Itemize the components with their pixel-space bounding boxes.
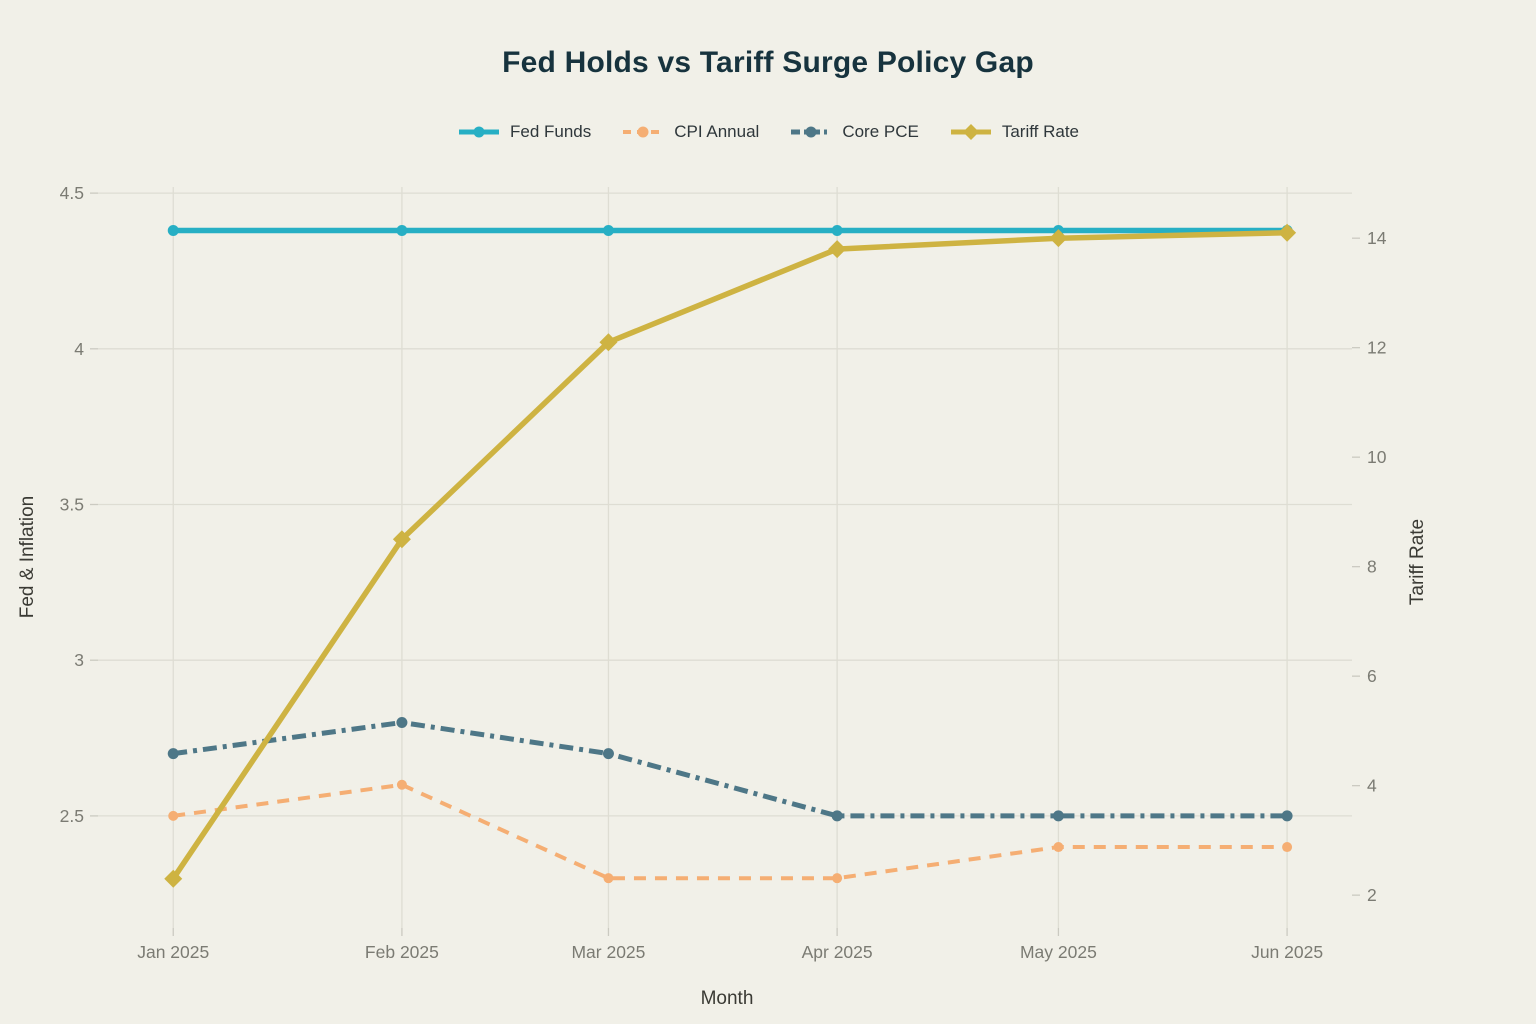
legend-sample-icon-core-pce — [791, 126, 832, 138]
x-tick-label: Apr 2025 — [802, 942, 873, 962]
data-point-tariff-rate — [1049, 229, 1068, 248]
series-line-tariff-rate — [170, 229, 1288, 881]
y-axis-right-title: Tariff Rate — [1407, 518, 1428, 606]
y-right-tick-label: 14 — [1367, 228, 1387, 248]
legend-item-cpi-annual[interactable]: CPI Annual — [621, 122, 759, 142]
data-point-cpi-annual — [603, 873, 614, 884]
legend-label-tariff-rate: Tariff Rate — [1001, 122, 1080, 141]
legend-sample-icon-fed-funds — [458, 126, 499, 138]
legend-sample-icon-cpi-annual — [623, 126, 664, 138]
x-tick-label: May 2025 — [1020, 942, 1097, 962]
y-axis-left-title: Fed & Inflation — [17, 495, 38, 619]
data-point-tariff-rate — [828, 240, 847, 259]
data-point-cpi-annual — [1053, 842, 1064, 853]
x-tick-label: Jun 2025 — [1251, 942, 1323, 962]
data-point-core-pce — [1281, 810, 1293, 822]
x-tick-label: Feb 2025 — [365, 942, 439, 962]
legend-label-cpi-annual: CPI Annual — [674, 122, 760, 141]
data-point-core-pce — [1052, 810, 1064, 822]
data-point-tariff-rate — [164, 869, 183, 888]
legend: Fed Funds CPI Annual Core PCE Tariff Rate — [0, 122, 1536, 142]
data-point-fed-funds — [396, 224, 408, 236]
y-left-tick-label: 3.5 — [60, 495, 84, 515]
data-point-tariff-rate — [392, 530, 411, 549]
series-line-cpi-annual — [172, 782, 1288, 881]
data-point-cpi-annual — [168, 810, 179, 821]
legend-label-core-pce: Core PCE — [842, 122, 919, 141]
y-left-tick-label: 4.5 — [60, 183, 84, 203]
data-point-cpi-annual — [832, 873, 843, 884]
y-right-tick-label: 4 — [1367, 776, 1377, 796]
data-point-fed-funds — [831, 224, 843, 236]
data-point-cpi-annual — [396, 779, 407, 790]
legend-sample-icon-tariff-rate — [950, 124, 991, 140]
series-line-core-pce — [172, 719, 1288, 819]
data-point-fed-funds — [602, 224, 614, 236]
data-point-core-pce — [602, 748, 614, 760]
legend-item-core-pce[interactable]: Core PCE — [789, 122, 919, 142]
data-point-tariff-rate — [1278, 223, 1297, 242]
data-point-fed-funds — [167, 224, 179, 236]
legend-item-tariff-rate[interactable]: Tariff Rate — [949, 122, 1079, 142]
x-tick-label: Mar 2025 — [571, 942, 645, 962]
legend-label-fed-funds: Fed Funds — [509, 122, 592, 141]
data-point-tariff-rate — [599, 333, 618, 352]
y-right-tick-label: 6 — [1367, 666, 1377, 686]
data-point-core-pce — [396, 716, 408, 728]
data-point-core-pce — [167, 748, 179, 760]
y-left-tick-label: 2.5 — [60, 806, 84, 826]
y-right-tick-label: 8 — [1367, 557, 1377, 577]
data-point-core-pce — [831, 810, 843, 822]
x-tick-label: Jan 2025 — [137, 942, 209, 962]
y-right-tick-label: 12 — [1367, 338, 1386, 358]
y-left-tick-label: 4 — [74, 339, 84, 359]
data-point-cpi-annual — [1282, 842, 1293, 853]
y-right-tick-label: 2 — [1367, 885, 1377, 905]
x-axis-title: Month — [700, 988, 754, 1009]
legend-item-fed-funds[interactable]: Fed Funds — [457, 122, 591, 142]
y-right-tick-label: 10 — [1367, 447, 1387, 467]
chart-title: Fed Holds vs Tariff Surge Policy Gap — [502, 46, 1034, 79]
y-left-tick-label: 3 — [74, 650, 84, 670]
